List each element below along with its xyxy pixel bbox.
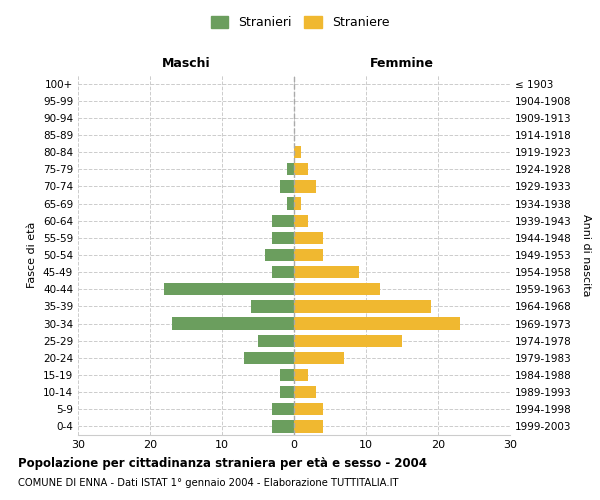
Bar <box>280 369 294 381</box>
Bar <box>172 318 294 330</box>
Bar <box>294 163 308 175</box>
Bar <box>294 403 323 415</box>
Bar <box>272 232 294 244</box>
Bar <box>258 334 294 347</box>
Bar <box>272 266 294 278</box>
Bar <box>164 283 294 296</box>
Bar <box>287 198 294 209</box>
Bar <box>294 318 460 330</box>
Text: COMUNE DI ENNA - Dati ISTAT 1° gennaio 2004 - Elaborazione TUTTITALIA.IT: COMUNE DI ENNA - Dati ISTAT 1° gennaio 2… <box>18 478 398 488</box>
Bar <box>287 163 294 175</box>
Bar <box>294 352 344 364</box>
Bar <box>294 214 308 227</box>
Bar <box>294 249 323 261</box>
Y-axis label: Anni di nascita: Anni di nascita <box>581 214 591 296</box>
Bar <box>294 198 301 209</box>
Text: Femmine: Femmine <box>370 56 434 70</box>
Bar <box>280 180 294 192</box>
Bar <box>272 403 294 415</box>
Bar <box>244 352 294 364</box>
Bar <box>294 300 431 312</box>
Bar <box>272 420 294 432</box>
Bar <box>265 249 294 261</box>
Bar <box>294 266 359 278</box>
Bar <box>294 386 316 398</box>
Bar <box>280 386 294 398</box>
Bar <box>294 180 316 192</box>
Bar <box>294 334 402 347</box>
Bar <box>294 283 380 296</box>
Bar <box>294 146 301 158</box>
Bar <box>294 232 323 244</box>
Bar <box>294 369 308 381</box>
Text: Maschi: Maschi <box>161 56 211 70</box>
Bar <box>294 420 323 432</box>
Legend: Stranieri, Straniere: Stranieri, Straniere <box>206 11 394 34</box>
Y-axis label: Fasce di età: Fasce di età <box>28 222 37 288</box>
Text: Popolazione per cittadinanza straniera per età e sesso - 2004: Popolazione per cittadinanza straniera p… <box>18 458 427 470</box>
Bar <box>251 300 294 312</box>
Bar <box>272 214 294 227</box>
